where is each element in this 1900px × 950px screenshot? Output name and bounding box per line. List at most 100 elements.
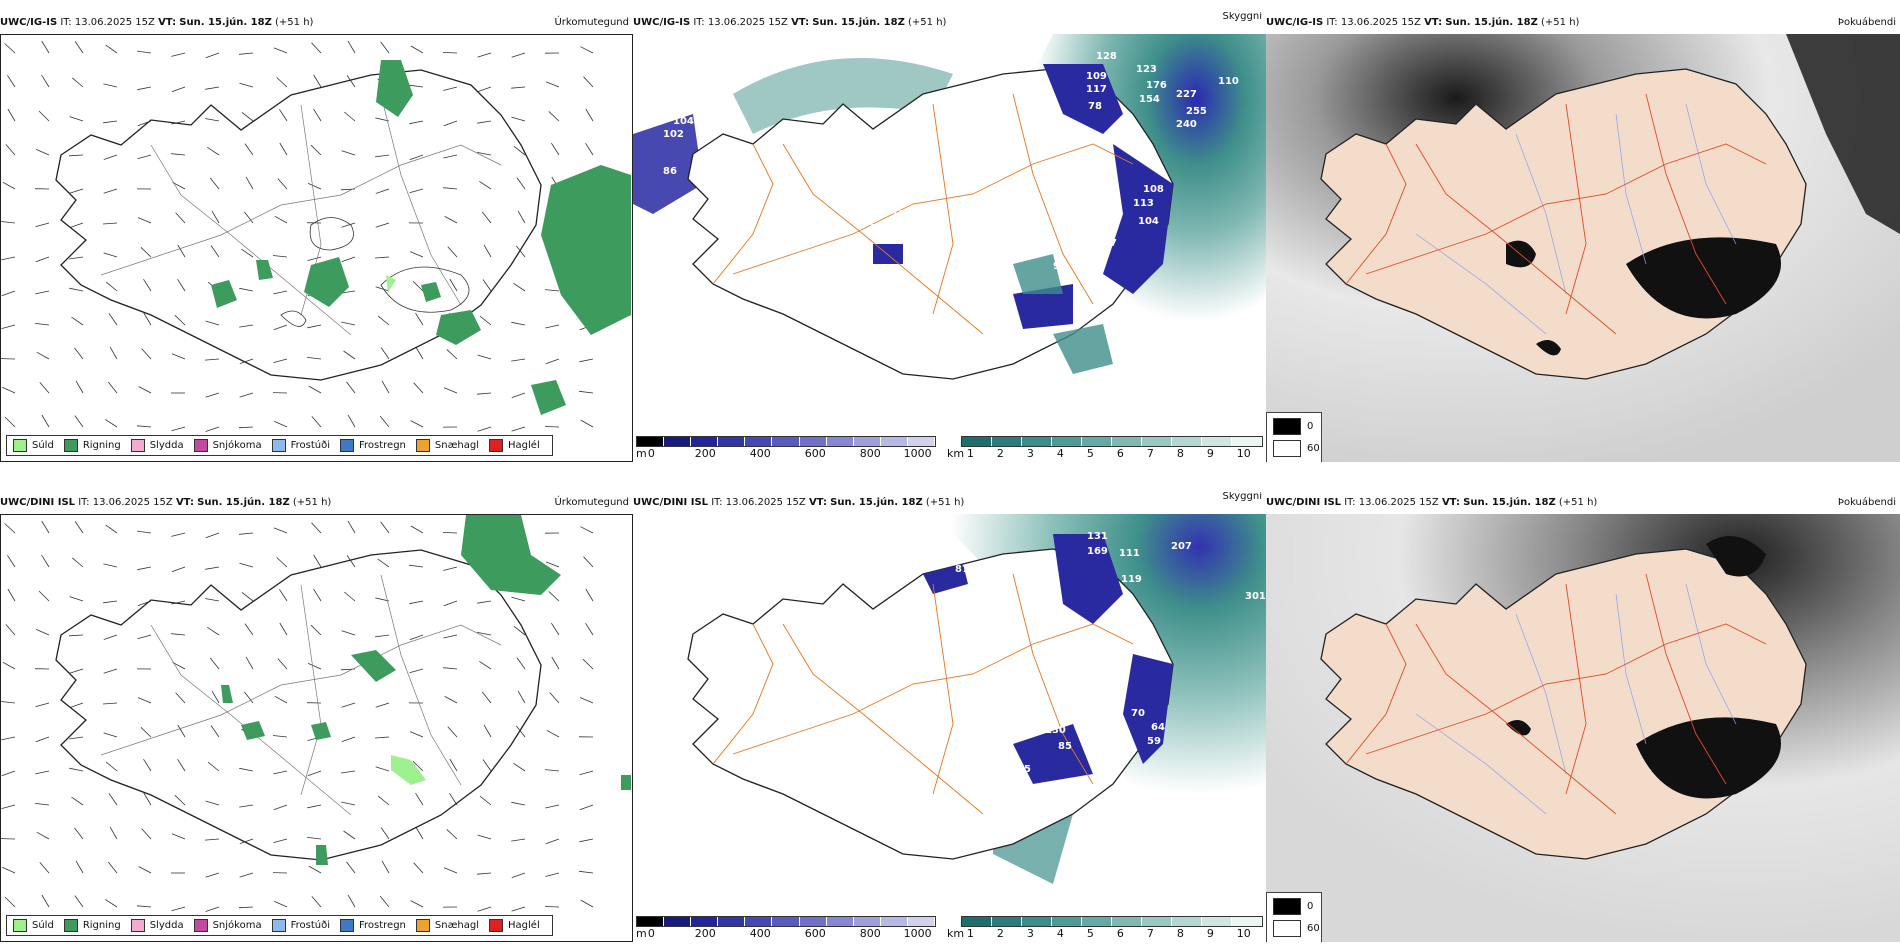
teal-patches [1013,254,1113,374]
wind-barb [41,520,50,534]
wind-barb [375,597,390,602]
legend-label: Slydda [149,440,184,451]
it-label: IT: [1326,17,1338,28]
lead-time: (+51 h) [292,497,332,508]
lead-time: (+51 h) [1541,17,1580,28]
fog-map [1266,34,1900,462]
wind-barb [74,827,84,840]
lead-time: (+51 h) [275,17,314,28]
cloud-label: 12 [870,223,884,234]
legend-item-frostudi: Frostúði [271,919,330,932]
lead-time: (+51 h) [925,497,965,508]
low-cloud-areas [873,64,1173,329]
wind-barb [311,42,322,54]
scale-tick: 6 [1116,447,1124,460]
wind-barb [209,657,220,670]
wind-barb [38,110,50,122]
wind-barb [579,838,594,843]
legend-label: Frostregn [359,440,406,451]
wind-barb [443,86,458,91]
wind-barb [36,351,50,360]
cloud-label: 131 [1087,531,1108,542]
wind-barb [313,108,322,122]
wind-barb [279,622,288,636]
wind-barb [205,392,220,398]
wind-barb [511,116,526,122]
legend-item-rigning: Rigning [63,439,121,452]
wind-barb [171,833,186,840]
wind-barb [343,830,356,840]
scale-tick: 2 [996,447,1004,460]
wind-barb [380,827,390,840]
legend-label: Snæhagl [434,920,480,931]
wind-barb [137,217,152,224]
wind-barb [69,668,84,674]
wind-barb [171,120,186,125]
wind-barb [443,566,458,571]
wind-barb [477,834,492,840]
cloud-label: 78 [1088,101,1102,112]
wind-barb [379,415,390,428]
wind-barb [241,592,254,602]
wind-barb [2,181,16,190]
fog-legend-item-0: 0 [1273,898,1313,915]
panel-header: UWC/DINI ISL IT: 13.06.2025 15Z VT: Sun.… [0,492,633,514]
wind-barb [375,117,390,122]
wind-barb [4,896,16,908]
legend-label: Snæhagl [434,440,480,451]
wind-barb [175,692,186,704]
wind-barb [72,77,84,88]
wind-barb [308,183,322,190]
scale-tick: 5 [1086,447,1094,460]
wind-barb [380,347,390,360]
wind-barb [204,838,220,841]
wind-barb [71,796,84,806]
wind-barb [103,732,118,738]
wind-barb [551,142,560,156]
legend-swatch [489,919,504,932]
wind-barb [511,838,526,842]
precip-map [0,34,633,462]
wind-barb [585,588,594,602]
fog-panel-row1: UWC/IG-IS IT: 13.06.2025 15Z VT: Sun. 15… [1266,12,1900,462]
legend-label: Slydda [149,920,184,931]
cloud-label: 207 [1171,541,1192,552]
wind-barb [279,142,288,156]
wind-barb [35,256,50,263]
wind-barb [177,244,186,258]
wind-barb [409,120,424,125]
wind-barb [311,522,322,534]
wind-barb [308,865,322,874]
wind-barb [69,256,84,260]
wind-barb [375,222,390,228]
wind-barb [341,770,356,774]
wind-barb [1,736,16,741]
wind-barb [511,872,526,878]
wind-barb [347,894,356,908]
wind-barb [307,804,322,809]
wind-barb [545,804,560,809]
wind-barb [449,278,458,292]
wind-barb [69,596,84,602]
wind-barb [273,358,288,363]
vt-label: VT: [175,497,194,508]
wind-barb [277,658,288,670]
north-cloud-field [733,58,953,134]
wind-barb [379,895,390,908]
ceiling-scale: m 0 200 400 600 800 1000 [636,436,936,461]
wind-barb [477,152,492,156]
wind-barb [140,727,152,738]
legend-swatch [271,439,286,452]
cloud-label: 117 [1086,84,1107,95]
lead-time: (+51 h) [908,17,947,28]
scale-tick: 4 [1056,447,1064,460]
wind-barb [39,862,50,874]
wind-barb [579,804,594,811]
wind-barb [375,154,390,158]
rivers [1415,103,1737,335]
wind-barb [579,870,594,874]
wind-barb [207,626,220,636]
scale-unit: m [636,927,647,940]
wind-barb [481,211,492,224]
wind-barb [477,632,492,636]
